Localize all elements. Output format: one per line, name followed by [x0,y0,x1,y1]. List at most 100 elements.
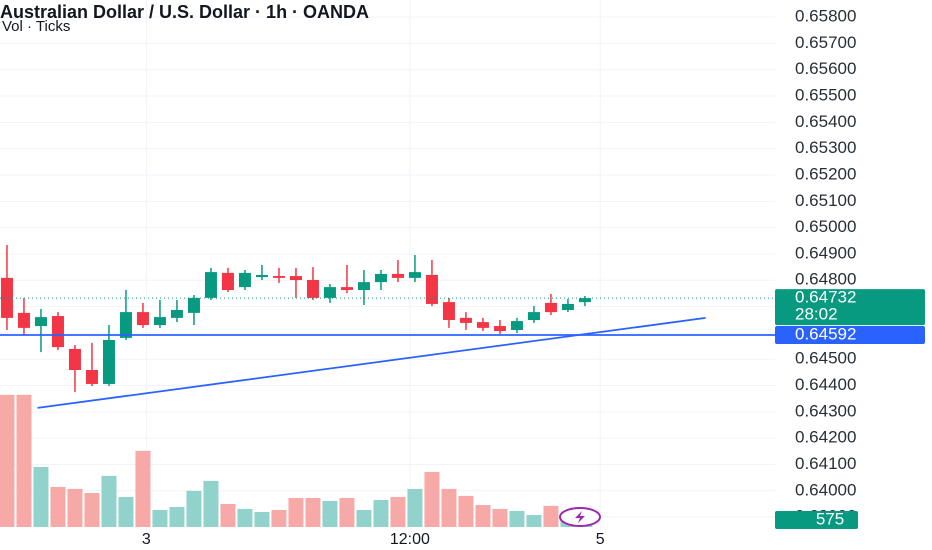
candle-body [306,280,319,298]
volume-bar [33,466,49,527]
hline-badge [775,326,925,344]
volume-bar [254,511,270,527]
y-tick-label: 0.65000 [795,217,856,236]
candle-body [238,272,251,288]
volume-bar [373,499,389,527]
candle-body [68,348,81,370]
candle-body [51,316,64,348]
volume-bar [509,510,525,527]
candle-body [153,317,166,325]
volume-bar [424,471,440,527]
y-tick-label: 0.65800 [795,7,856,26]
volume-badge [775,511,858,529]
volume-bar [84,493,100,527]
volume-bar [288,498,304,527]
volume-bar [101,475,117,527]
candle-body [578,298,591,303]
y-tick-label: 0.64900 [795,243,856,262]
y-tick-label: 0.65300 [795,138,856,157]
candle-body [340,287,353,290]
y-tick-label: 0.65700 [795,33,856,52]
candles [0,245,591,393]
candle-body [289,276,302,280]
candle-body [561,303,574,310]
candle-body [425,275,438,304]
volume-label: 575 [816,509,844,528]
volume-bar [220,503,236,527]
y-tick-label: 0.64200 [795,428,856,447]
y-tick-label: 0.65100 [795,191,856,210]
volume-bar [271,510,287,527]
volume-bar [67,488,83,527]
price-axis-bg [775,0,932,550]
volume-bar [543,505,559,527]
volume-bar [356,510,372,527]
y-tick-label: 0.64100 [795,454,856,473]
candle-body [323,287,336,298]
volume-bar [152,510,168,527]
volume-bar [390,496,406,527]
volume-bar [322,500,338,527]
volume-bar [526,515,542,527]
y-tick-label: 0.65500 [795,86,856,105]
y-tick-label: 0.64300 [795,401,856,420]
volume-bar [186,490,202,527]
volume-bar [203,480,219,527]
volume-bar [492,508,508,527]
y-tick-label: 0.65600 [795,59,856,78]
subtitle: Vol · Ticks [2,18,70,35]
candle-body [544,302,557,313]
volume-bar [237,508,253,527]
overlays [0,297,775,409]
candle-body [187,297,200,313]
y-tick-label: 0.65400 [795,112,856,131]
candle-body [17,312,30,328]
volume-bar [407,488,423,527]
candle-body [170,310,183,318]
volume-bar [118,496,134,527]
candle-body [136,312,149,325]
chart-title: Australian Dollar / U.S. Dollar · 1h · O… [0,2,369,22]
y-tick-label: 0.64000 [795,480,856,499]
volume-bar [305,498,321,527]
x-tick-label: 12:00 [390,531,430,548]
candle-body [85,370,98,384]
countdown-label: 28:02 [795,305,838,324]
last-price-label: 0.64732 [795,288,856,307]
y-tick-label: 0.64800 [795,270,856,289]
candle-body [510,321,523,330]
candle-body [0,277,13,318]
candle-body [493,326,506,332]
volume-bar [16,394,32,527]
candle-body [272,276,285,278]
volume-bar [441,488,457,527]
volume-bar [169,506,185,527]
trend-line [37,317,706,409]
volume-bar [339,498,355,527]
candle-body [204,272,217,298]
last-price-badge [775,289,925,326]
candle-body [357,282,370,290]
candle-body [408,272,421,278]
candle-body [34,317,47,327]
y-tick-label: 0.64500 [795,349,856,368]
icon-bolt [575,511,585,523]
volume-bar [135,450,151,527]
candle-body [476,322,489,328]
candle-body [442,302,455,320]
y-tick-label: 0.65200 [795,164,856,183]
candle-body [459,317,472,323]
candle-body [374,273,387,283]
candle-body [391,273,404,278]
volume-bar [475,504,491,527]
volume-bar [458,495,474,527]
alert-icon[interactable] [559,507,601,527]
grid [0,0,775,530]
volume-pane [0,394,593,527]
candle-body [221,272,234,290]
x-tick-label: 3 [142,531,151,548]
y-tick-label: 0.64400 [795,375,856,394]
hline-label: 0.64592 [795,324,856,343]
x-tick-label: 5 [596,531,605,548]
